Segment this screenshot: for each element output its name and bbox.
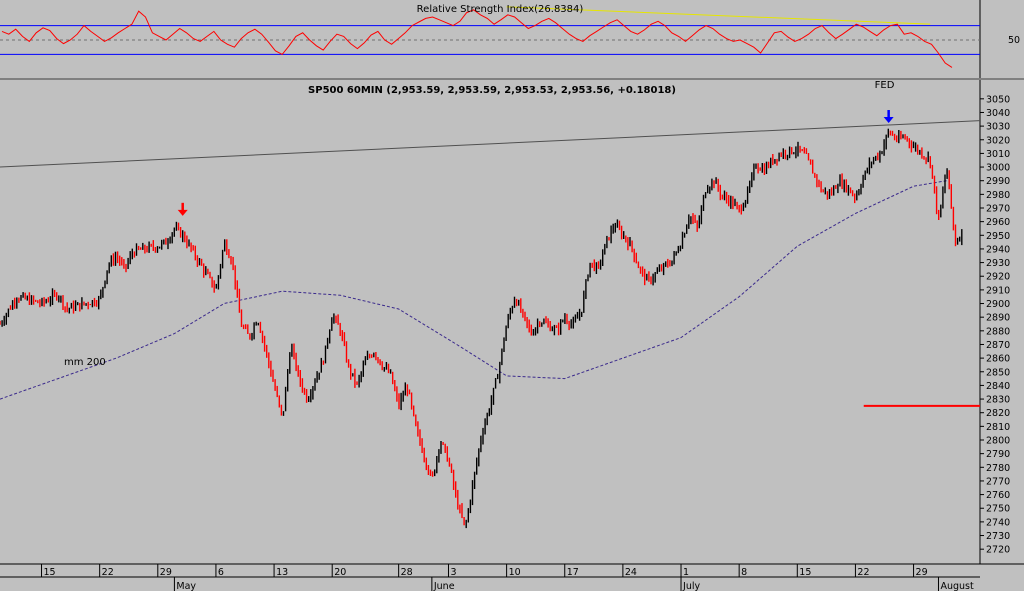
price-panel: mm 200 FED SP500 60MIN (2,953.59, 2,953.…: [0, 80, 1010, 591]
price-y-tick-label: 2720: [986, 545, 1010, 556]
arrow-head: [883, 117, 894, 124]
price-y-tick-label: 2750: [986, 504, 1010, 515]
x-tick-label: 15: [799, 567, 811, 578]
price-y-tick-label: 3000: [986, 163, 1010, 174]
price-y-tick-label: 3020: [986, 135, 1010, 146]
price-y-tick-label: 2900: [986, 299, 1010, 310]
price-y-tick-label: 2760: [986, 490, 1010, 501]
price-y-tick-label: 2830: [986, 395, 1010, 406]
x-tick-label: 6: [218, 567, 224, 578]
arrow-head: [177, 209, 188, 216]
price-y-tick-label: 2780: [986, 463, 1010, 474]
month-label: May: [176, 581, 196, 591]
price-y-tick-label: 2840: [986, 381, 1010, 392]
price-y-tick-label: 2860: [986, 354, 1010, 365]
month-label: August: [940, 581, 974, 591]
x-tick-label: 10: [509, 567, 521, 578]
fed-label: FED: [875, 80, 895, 91]
signal-arrows: [177, 110, 894, 216]
price-y-tick-label: 2950: [986, 231, 1010, 242]
price-y-tick-label: 2910: [986, 285, 1010, 296]
x-tick-label: 22: [102, 567, 114, 578]
ma200-line: [0, 180, 947, 400]
price-y-ticks: 2720 2730 2740 2750 2760 2770 2780 2790 2800 2810…: [980, 94, 1010, 556]
rsi-panel-bg: [0, 0, 980, 76]
x-tick-label: 13: [276, 567, 288, 578]
month-labels: May June July August: [173, 577, 974, 591]
price-panel-bg: [0, 80, 980, 564]
price-y-tick-label: 2980: [986, 190, 1010, 201]
price-y-tick-label: 2880: [986, 326, 1010, 337]
price-y-tick-label: 3030: [986, 122, 1010, 133]
rsi-title: Relative Strength Index(26.8384): [417, 4, 584, 15]
rsi-y-tick-label: 50: [1008, 35, 1020, 46]
price-y-tick-label: 2850: [986, 367, 1010, 378]
x-tick-label: 29: [160, 567, 172, 578]
price-y-tick-label: 2790: [986, 449, 1010, 460]
x-tick-label: 17: [567, 567, 579, 578]
price-y-tick-label: 2800: [986, 436, 1010, 447]
rsi-line: [1, 9, 953, 68]
price-y-tick-label: 2730: [986, 531, 1010, 542]
price-bars: [0, 128, 963, 529]
rsi-trendline: [506, 6, 931, 25]
x-tick-label: 20: [334, 567, 346, 578]
x-tick-label: 28: [401, 567, 413, 578]
x-tick-label: 29: [916, 567, 928, 578]
rsi-y-ticks: 50: [1008, 35, 1020, 46]
month-label: June: [433, 581, 455, 591]
x-tick-label: 15: [44, 567, 56, 578]
x-tick-label: 22: [857, 567, 869, 578]
price-y-tick-label: 2810: [986, 422, 1010, 433]
price-title: SP500 60MIN (2,953.59, 2,953.59, 2,953.5…: [308, 85, 676, 96]
price-y-tick-label: 2870: [986, 340, 1010, 351]
rsi-panel: Relative Strength Index(26.8384) 50: [0, 4, 1020, 68]
price-y-tick-label: 2990: [986, 176, 1010, 187]
x-tick-label: 24: [625, 567, 637, 578]
price-y-tick-label: 2970: [986, 204, 1010, 215]
ma200-label: mm 200: [64, 357, 106, 368]
month-label: July: [682, 581, 700, 591]
price-y-tick-label: 2920: [986, 272, 1010, 283]
x-tick-label: 1: [683, 567, 689, 578]
price-y-tick-label: 3010: [986, 149, 1010, 160]
price-y-tick-label: 2820: [986, 408, 1010, 419]
price-y-tick-label: 2740: [986, 517, 1010, 528]
x-tick-label: 8: [741, 567, 747, 578]
price-y-tick-label: 2930: [986, 258, 1010, 269]
price-y-tick-label: 2960: [986, 217, 1010, 228]
x-axis-ticks: 15 22 29 6 13 20 28 3 10 17 24 1 8 15 22 29: [41, 564, 928, 578]
price-y-tick-label: 3040: [986, 108, 1010, 119]
price-y-tick-label: 2770: [986, 476, 1010, 487]
price-y-tick-label: 2940: [986, 244, 1010, 255]
x-tick-label: 3: [450, 567, 456, 578]
price-y-tick-label: 2890: [986, 313, 1010, 324]
price-trendline: [0, 120, 981, 168]
price-y-tick-label: 3050: [986, 94, 1010, 105]
